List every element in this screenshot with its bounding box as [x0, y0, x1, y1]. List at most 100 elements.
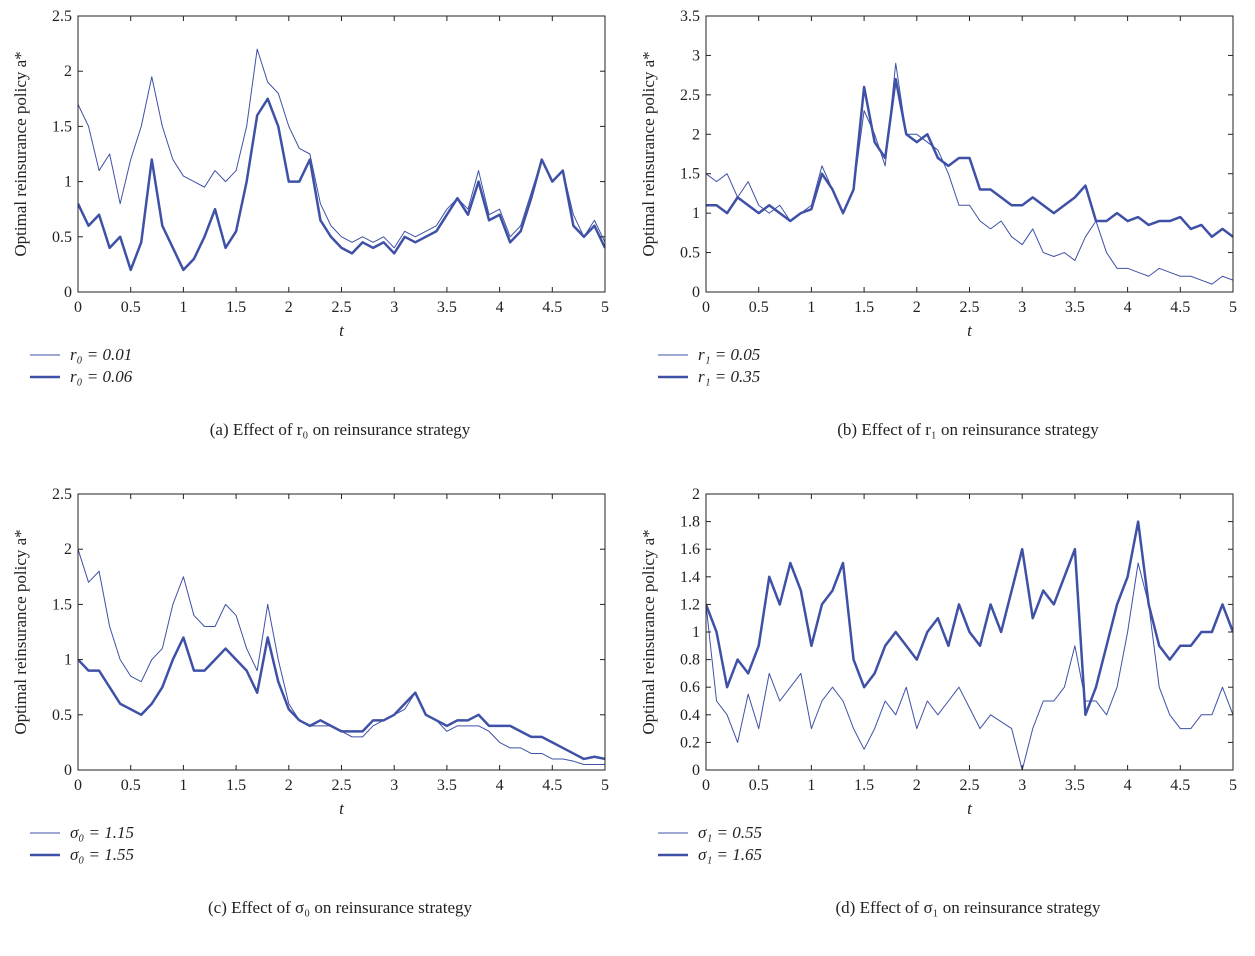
- y-tick-label: 1.5: [52, 596, 72, 613]
- y-tick-label: 0.5: [52, 229, 72, 246]
- data-line: [706, 77, 1233, 239]
- y-tick-label: 0.6: [680, 679, 700, 696]
- panel: 0 0.5 1 1.5 2 2.5 3 3.5 4 4.5 5 0 0.5 1 1.5 2 2.5 t Optima…: [11, 486, 609, 917]
- x-tick-label: 1: [807, 777, 815, 794]
- legend-label: σ₀ = 1.55: [70, 845, 134, 864]
- x-tick-label: 1: [179, 299, 187, 316]
- y-tick-label: 0: [692, 284, 700, 301]
- panel: 0 0.5 1 1.5 2 2.5 3 3.5 4 4.5 5 0 0.2 0.4 0.6 0.8 1 1.2 1.…: [639, 486, 1237, 917]
- y-tick-label: 0.8: [680, 652, 700, 669]
- y-tick-label: 1.5: [52, 118, 72, 135]
- x-tick-label: 2: [285, 777, 293, 794]
- y-tick-label: 2.5: [52, 486, 72, 503]
- x-tick-label: 3: [1018, 299, 1026, 316]
- y-tick-label: 0: [692, 762, 700, 779]
- x-tick-label: 0.5: [121, 777, 141, 794]
- panel: 0 0.5 1 1.5 2 2.5 3 3.5 4 4.5 5 0 0.5 1 1.5 2 2.5 3 3.5 t Op…: [639, 8, 1237, 439]
- caption: (d) Effect of σ₁ on reinsurance strategy: [836, 898, 1101, 917]
- x-tick-label: 0.5: [121, 299, 141, 316]
- x-tick-label: 1.5: [226, 777, 246, 794]
- y-tick-label: 2.5: [52, 8, 72, 25]
- x-tick-label: 2: [913, 299, 921, 316]
- x-tick-label: 4.5: [1170, 299, 1190, 316]
- x-tick-label: 0: [702, 299, 710, 316]
- x-tick-label: 2.5: [960, 777, 980, 794]
- y-tick-label: 1.4: [680, 569, 700, 586]
- x-tick-label: 3.5: [437, 299, 457, 316]
- x-tick-label: 4: [496, 777, 504, 794]
- x-tick-label: 0: [74, 777, 82, 794]
- panel: 0 0.5 1 1.5 2 2.5 3 3.5 4 4.5 5 0 0.5 1 1.5 2 2.5 t Optima…: [11, 8, 609, 439]
- x-tick-label: 1.5: [226, 299, 246, 316]
- x-tick-label: 4.5: [542, 299, 562, 316]
- y-tick-label: 1.5: [680, 166, 700, 183]
- plot: [78, 48, 605, 272]
- x-tick-label: 4.5: [542, 777, 562, 794]
- plot: [78, 549, 605, 765]
- x-axis-label: t: [967, 321, 973, 340]
- x-tick-label: 2.5: [332, 777, 352, 794]
- legend-label: σ₀ = 1.15: [70, 823, 134, 842]
- x-axis-label: t: [339, 321, 345, 340]
- x-tick-label: 5: [1229, 777, 1237, 794]
- x-tick-label: 2.5: [332, 299, 352, 316]
- x-tick-label: 0.5: [749, 299, 769, 316]
- y-tick-label: 3: [692, 47, 700, 64]
- data-line: [78, 636, 605, 761]
- y-tick-label: 2: [692, 126, 700, 143]
- y-tick-label: 1.6: [680, 541, 700, 558]
- y-tick-label: 2: [692, 486, 700, 503]
- caption: (c) Effect of σ₀ on reinsurance strategy: [208, 898, 472, 917]
- y-axis-label: Optimal reinsurance policy a*: [639, 51, 658, 256]
- data-line: [78, 48, 605, 249]
- x-tick-label: 3: [390, 299, 398, 316]
- data-line: [706, 520, 1233, 717]
- y-tick-label: 1: [692, 205, 700, 222]
- axes-frame: [77, 15, 606, 293]
- y-tick-label: 1: [64, 652, 72, 669]
- x-tick-label: 4: [1124, 299, 1132, 316]
- y-tick-label: 1.8: [680, 514, 700, 531]
- y-tick-label: 2: [64, 541, 72, 558]
- caption: (a) Effect of r₀ on reinsurance strategy: [210, 420, 471, 439]
- x-tick-label: 5: [601, 299, 609, 316]
- x-axis-label: t: [339, 799, 345, 818]
- y-tick-label: 0.2: [680, 734, 700, 751]
- data-line: [78, 97, 605, 272]
- y-axis-label: Optimal reinsurance policy a*: [11, 529, 30, 734]
- x-tick-label: 3: [1018, 777, 1026, 794]
- y-axis-label: Optimal reinsurance policy a*: [11, 51, 30, 256]
- plot: [706, 62, 1233, 285]
- x-tick-label: 1.5: [854, 777, 874, 794]
- x-tick-label: 4.5: [1170, 777, 1190, 794]
- y-tick-label: 0: [64, 762, 72, 779]
- y-tick-label: 2.5: [680, 87, 700, 104]
- y-tick-label: 0.4: [680, 707, 700, 724]
- data-line: [706, 562, 1233, 771]
- y-tick-label: 2: [64, 63, 72, 80]
- x-tick-label: 2: [285, 299, 293, 316]
- x-tick-label: 1: [179, 777, 187, 794]
- y-tick-label: 3.5: [680, 8, 700, 25]
- axes-frame: [77, 493, 606, 771]
- legend-label: σ₁ = 1.65: [698, 845, 762, 864]
- x-tick-label: 5: [1229, 299, 1237, 316]
- legend-label: r₁ = 0.05: [698, 345, 760, 364]
- y-tick-label: 0.5: [680, 245, 700, 262]
- legend-label: σ₁ = 0.55: [698, 823, 762, 842]
- plot: [706, 520, 1233, 771]
- x-axis-label: t: [967, 799, 973, 818]
- y-tick-label: 0: [64, 284, 72, 301]
- x-tick-label: 2: [913, 777, 921, 794]
- legend-label: r₀ = 0.06: [70, 367, 133, 386]
- x-tick-label: 2.5: [960, 299, 980, 316]
- x-tick-label: 3.5: [1065, 299, 1085, 316]
- x-tick-label: 3.5: [1065, 777, 1085, 794]
- y-axis-label: Optimal reinsurance policy a*: [639, 529, 658, 734]
- x-tick-label: 1: [807, 299, 815, 316]
- x-tick-label: 5: [601, 777, 609, 794]
- x-tick-label: 0: [702, 777, 710, 794]
- x-tick-label: 0: [74, 299, 82, 316]
- y-tick-label: 1: [692, 624, 700, 641]
- x-tick-label: 1.5: [854, 299, 874, 316]
